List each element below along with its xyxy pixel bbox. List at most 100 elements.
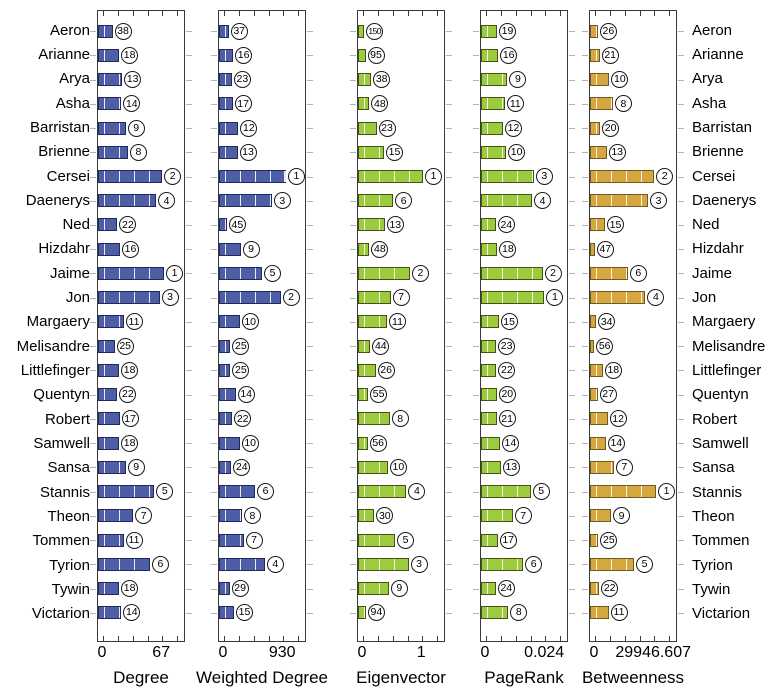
bar-row: 2 <box>211 286 313 310</box>
bar-row: 5 <box>350 528 452 552</box>
rank-badge: 17 <box>234 95 252 113</box>
rank-badge: 13 <box>608 143 626 161</box>
bar <box>219 606 234 620</box>
rank-badge: 3 <box>535 168 553 186</box>
bar <box>98 121 126 135</box>
bar <box>481 533 498 547</box>
grid-divider <box>364 413 366 425</box>
grid-divider <box>487 461 489 473</box>
row-label: Littlefinger <box>20 362 90 380</box>
rank-badge: 20 <box>498 386 516 404</box>
grid-divider <box>516 267 519 279</box>
grid-divider <box>225 98 227 110</box>
bar <box>481 170 534 184</box>
grid-divider <box>596 195 598 207</box>
bar-row: 26 <box>350 358 452 382</box>
bar-row: 34 <box>582 310 684 334</box>
bar <box>481 606 509 620</box>
rank-badge: 20 <box>602 119 620 137</box>
rank-badge: 1 <box>166 264 183 282</box>
grid-divider <box>610 558 613 570</box>
bar-row: 13 <box>211 140 313 164</box>
grid-divider <box>596 607 598 619</box>
tick-mark <box>560 636 561 641</box>
bar <box>590 73 610 87</box>
row-label: Robert <box>44 410 90 428</box>
bar-row: 6 <box>211 479 313 503</box>
rank-badge: 25 <box>232 361 250 379</box>
grid-divider <box>378 413 381 425</box>
row-label: Cersei <box>692 167 736 185</box>
tick-mark <box>363 11 364 16</box>
bar <box>219 485 256 499</box>
bar-row: 21 <box>473 407 575 431</box>
metric-label: Weighted Degree <box>196 668 328 687</box>
grid-divider <box>487 413 489 425</box>
row-label: Robert <box>692 410 738 428</box>
tick-mark <box>238 636 240 641</box>
bar-row: 11 <box>90 528 192 552</box>
bar-row: 22 <box>582 576 684 600</box>
rank-badge: 11 <box>389 313 406 331</box>
bar-row: 150 <box>350 19 452 43</box>
grid-divider <box>364 486 366 498</box>
grid-divider <box>254 195 257 207</box>
axis-max-label: 930 <box>268 644 296 661</box>
rank-badge: 14 <box>237 386 255 404</box>
rank-badge: 2 <box>282 289 300 307</box>
row-label: Victarion <box>31 605 90 623</box>
rank-badge: 5 <box>264 264 282 282</box>
bar-row: 20 <box>582 116 684 140</box>
rank-badge: 7 <box>615 458 633 476</box>
grid-divider <box>118 607 121 619</box>
row-label: Jon <box>65 289 90 307</box>
tick-mark <box>377 11 379 16</box>
bar-row: 4 <box>90 189 192 213</box>
bar <box>219 363 231 377</box>
grid-divider <box>378 558 381 570</box>
grid-divider <box>225 243 227 255</box>
tick-mark <box>639 11 641 16</box>
bar-row: 10 <box>473 140 575 164</box>
bar <box>358 97 370 111</box>
tick-mark <box>162 11 164 16</box>
rank-badge: 12 <box>505 119 522 137</box>
bar-row: 18 <box>90 43 192 67</box>
grid-divider <box>640 195 642 207</box>
grid-divider <box>118 98 121 110</box>
grid-divider <box>104 486 106 498</box>
tick-mark <box>545 636 547 641</box>
row-label: Ned <box>62 216 90 234</box>
bar <box>219 121 239 135</box>
row-label: Littlefinger <box>692 362 762 380</box>
row-label: Barristan <box>692 118 753 136</box>
grid-divider <box>225 292 227 304</box>
bar <box>590 218 605 232</box>
rank-badge: 18 <box>604 361 622 379</box>
row-label: Tommen <box>32 532 90 550</box>
axis-max-label: 67 <box>152 644 171 661</box>
grid-divider <box>225 195 227 207</box>
grid-divider <box>378 267 381 279</box>
grid-divider <box>487 558 489 570</box>
tick-mark <box>392 11 394 16</box>
bar-row: 7 <box>211 528 313 552</box>
rank-badge: 11 <box>506 95 524 113</box>
rank-badge: 18 <box>121 580 139 597</box>
grid-divider <box>364 583 366 594</box>
bar <box>98 145 128 159</box>
rank-badge: 18 <box>121 46 139 64</box>
grid-divider <box>487 98 489 110</box>
rank-badge: 22 <box>119 386 137 404</box>
row-label: Arianne <box>38 45 90 63</box>
bar-row: 24 <box>473 576 575 600</box>
grid-divider <box>487 195 489 207</box>
rank-badge: 22 <box>119 216 137 234</box>
tick-mark <box>132 11 134 16</box>
bar <box>358 145 384 159</box>
bar <box>98 194 157 208</box>
tick-mark <box>669 636 670 641</box>
tick-mark <box>500 11 502 16</box>
grid-divider <box>393 171 396 183</box>
bar-row: 6 <box>582 261 684 285</box>
